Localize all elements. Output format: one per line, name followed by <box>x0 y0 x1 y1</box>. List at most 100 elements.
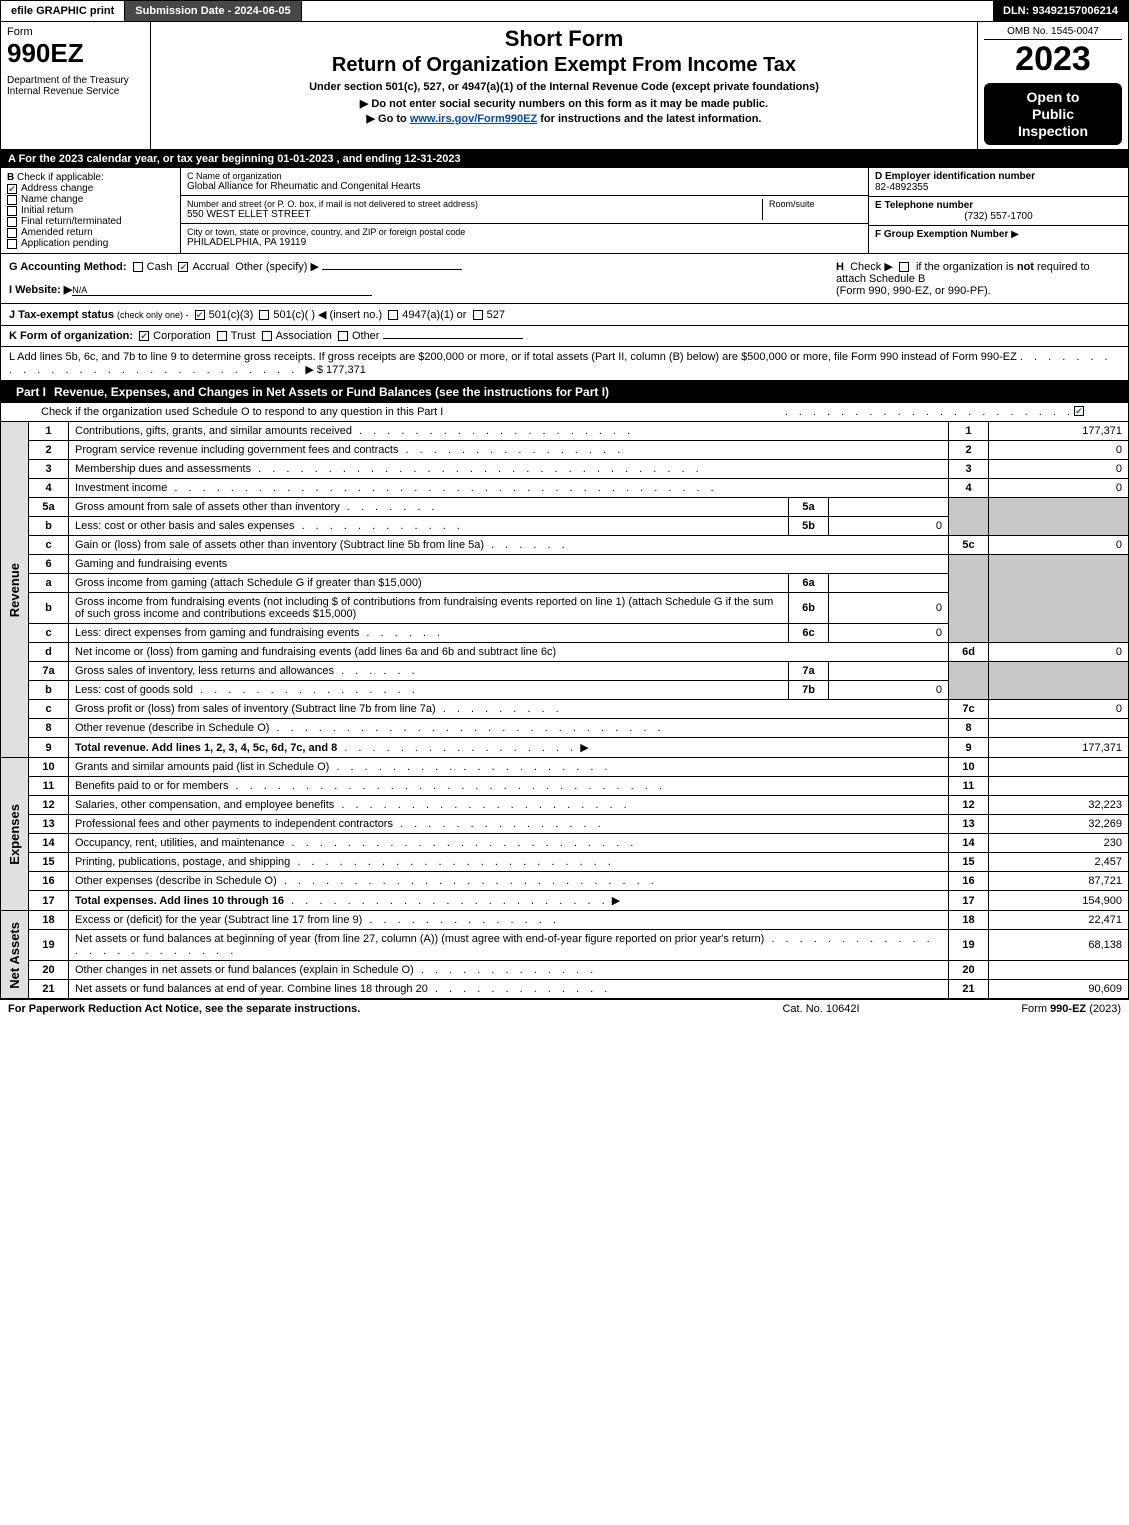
checkbox-527[interactable] <box>473 310 483 320</box>
l5c-desc: Gain or (loss) from sale of assets other… <box>69 536 949 555</box>
dln: DLN: 93492157006214 <box>993 1 1128 21</box>
l4-val: 0 <box>989 479 1129 498</box>
l16-desc: Other expenses (describe in Schedule O) … <box>69 872 949 891</box>
checkbox-cash[interactable] <box>133 262 143 272</box>
footer-right: Form 990-EZ (2023) <box>921 1003 1121 1015</box>
l19-val: 68,138 <box>989 930 1129 961</box>
line-15: 15 Printing, publications, postage, and … <box>1 853 1129 872</box>
checkbox-name-change[interactable] <box>7 195 17 205</box>
checkbox-schedule-o[interactable] <box>1074 406 1084 416</box>
ein-value: 82-4892355 <box>875 182 1122 193</box>
l7ab-greyval <box>989 662 1129 700</box>
l5b-num: b <box>29 517 69 536</box>
part1-label: Part I <box>8 385 54 399</box>
l7a-desc: Gross sales of inventory, less returns a… <box>69 662 789 681</box>
checkbox-h[interactable] <box>899 262 909 272</box>
l6-desc: Gaming and fundraising events <box>69 555 949 574</box>
l6c-ibox: 6c <box>789 624 829 643</box>
g-label: G Accounting Method: <box>9 261 127 273</box>
part1-title: Revenue, Expenses, and Changes in Net As… <box>54 385 1121 399</box>
k-other-field[interactable] <box>383 338 523 339</box>
header-left: Form 990EZ Department of the Treasury In… <box>1 22 151 149</box>
open-line3: Inspection <box>988 123 1118 140</box>
part1-check-row: Check if the organization used Schedule … <box>0 403 1129 421</box>
form-title-short: Short Form <box>159 26 969 52</box>
l8-box: 8 <box>949 719 989 738</box>
l6c-ival: 0 <box>829 624 949 643</box>
l11-num: 11 <box>29 777 69 796</box>
row-j: J Tax-exempt status (check only one) - 5… <box>0 304 1129 326</box>
l5c-num: c <box>29 536 69 555</box>
l6c-desc: Less: direct expenses from gaming and fu… <box>69 624 789 643</box>
l17-desc: Total expenses. Add lines 10 through 16 … <box>69 891 949 911</box>
sidelabel-revenue: Revenue <box>1 422 29 758</box>
l5ab-greybox <box>949 498 989 536</box>
l21-num: 21 <box>29 980 69 999</box>
checkbox-address-change[interactable] <box>7 184 17 194</box>
checkbox-4947[interactable] <box>388 310 398 320</box>
j-opt0: 501(c)(3) <box>209 309 254 321</box>
l13-val: 32,269 <box>989 815 1129 834</box>
checkbox-501c[interactable] <box>259 310 269 320</box>
l6b-ibox: 6b <box>789 593 829 624</box>
l12-box: 12 <box>949 796 989 815</box>
j-opt3: 527 <box>487 309 505 321</box>
instruction-2: ▶ Go to www.irs.gov/Form990EZ for instru… <box>159 112 969 125</box>
l-text: L Add lines 5b, 6c, and 7b to line 9 to … <box>9 351 1017 363</box>
l2-box: 2 <box>949 441 989 460</box>
l7b-ival: 0 <box>829 681 949 700</box>
l7b-num: b <box>29 681 69 700</box>
l15-val: 2,457 <box>989 853 1129 872</box>
l11-desc: Benefits paid to or for members . . . . … <box>69 777 949 796</box>
l5b-desc: Less: cost or other basis and sales expe… <box>69 517 789 536</box>
l2-num: 2 <box>29 441 69 460</box>
l3-num: 3 <box>29 460 69 479</box>
instruction-1: ▶ Do not enter social security numbers o… <box>159 97 969 110</box>
line-10: Expenses 10 Grants and similar amounts p… <box>1 758 1129 777</box>
l17-num: 17 <box>29 891 69 911</box>
part1-header: Part I Revenue, Expenses, and Changes in… <box>0 381 1129 403</box>
l7a-num: 7a <box>29 662 69 681</box>
l6a-desc: Gross income from gaming (attach Schedul… <box>69 574 789 593</box>
g-other: Other (specify) ▶ <box>235 261 319 273</box>
l9-num: 9 <box>29 738 69 758</box>
part1-check-text: Check if the organization used Schedule … <box>41 406 785 418</box>
checkbox-association[interactable] <box>262 331 272 341</box>
open-line2: Public <box>988 106 1118 123</box>
efile-print-button[interactable]: efile GRAPHIC print <box>1 1 125 21</box>
l16-box: 16 <box>949 872 989 891</box>
org-name: Global Alliance for Rheumatic and Congen… <box>187 181 862 192</box>
l6d-val: 0 <box>989 643 1129 662</box>
line-20: 20 Other changes in net assets or fund b… <box>1 961 1129 980</box>
l5a-ival <box>829 498 949 517</box>
l2-val: 0 <box>989 441 1129 460</box>
l4-box: 4 <box>949 479 989 498</box>
l6b-ival: 0 <box>829 593 949 624</box>
l7b-desc: Less: cost of goods sold . . . . . . . .… <box>69 681 789 700</box>
form-label: Form <box>7 26 144 38</box>
irs-link[interactable]: www.irs.gov/Form990EZ <box>410 113 537 125</box>
f-arrow-icon: ▶ <box>1011 229 1019 240</box>
sidelabel-expenses: Expenses <box>1 758 29 911</box>
checkbox-corporation[interactable] <box>139 331 149 341</box>
checkbox-trust[interactable] <box>217 331 227 341</box>
checkbox-final-return[interactable] <box>7 217 17 227</box>
line-2: 2 Program service revenue including gove… <box>1 441 1129 460</box>
checkbox-application-pending[interactable] <box>7 239 17 249</box>
l8-num: 8 <box>29 719 69 738</box>
header-center: Short Form Return of Organization Exempt… <box>151 22 978 149</box>
h-label: H <box>836 261 844 273</box>
checkbox-other-org[interactable] <box>338 331 348 341</box>
checkbox-501c3[interactable] <box>195 310 205 320</box>
checkbox-accrual[interactable] <box>178 262 188 272</box>
g-other-field[interactable] <box>322 269 462 270</box>
footer-right-pre: Form <box>1021 1003 1050 1015</box>
l5a-num: 5a <box>29 498 69 517</box>
checkbox-initial-return[interactable] <box>7 206 17 216</box>
e-label: E Telephone number <box>875 200 973 211</box>
l6d-desc: Net income or (loss) from gaming and fun… <box>69 643 949 662</box>
line-6d: d Net income or (loss) from gaming and f… <box>1 643 1129 662</box>
checkbox-amended-return[interactable] <box>7 228 17 238</box>
line-14: 14 Occupancy, rent, utilities, and maint… <box>1 834 1129 853</box>
l21-desc: Net assets or fund balances at end of ye… <box>69 980 949 999</box>
